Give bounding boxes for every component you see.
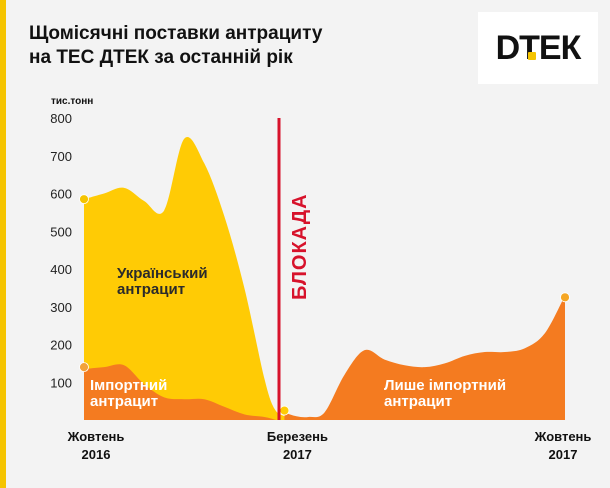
x-tick-label-line2: 2017 <box>283 447 312 462</box>
blockade-annotation: БЛОКАДА <box>277 118 311 420</box>
data-marker-0 <box>79 194 89 205</box>
y-tick-label: 200 <box>50 338 72 353</box>
y-tick-label: 100 <box>50 375 72 390</box>
logo-text: DТЕК <box>495 29 582 67</box>
x-axis-ticks: Жовтень 2016 Березень 2017 Жовтень 2017 <box>67 429 592 462</box>
y-axis-ticks: 100 200 300 400 500 600 700 800 <box>50 111 72 390</box>
series-label-line1: Український <box>117 265 208 282</box>
y-tick-label: 700 <box>50 149 72 164</box>
x-tick-label-line2: 2017 <box>549 447 578 462</box>
x-tick-label-line1: Жовтень <box>67 429 125 444</box>
logo-accent-dot <box>528 52 536 60</box>
title-line-1: Щомісячні поставки антрациту <box>29 23 323 44</box>
y-tick-label: 400 <box>50 262 72 277</box>
y-tick-label: 300 <box>50 300 72 315</box>
series-label-line1: Лише імпортний <box>384 377 506 394</box>
y-tick-label: 800 <box>50 111 72 126</box>
y-axis-unit-label: тис.тонн <box>51 96 94 107</box>
series-labels: УкраїнськийантрацитІмпортнийантрацитЛише… <box>90 265 506 410</box>
chart-title: Щомісячні поставки антрациту на ТЕС ДТЕК… <box>29 22 449 70</box>
title-line-2: на ТЕС ДТЕК за останній рік <box>29 47 293 68</box>
series-label-line1: Імпортний <box>90 377 167 394</box>
x-tick-label-line1: Жовтень <box>534 429 592 444</box>
data-marker-2 <box>279 405 290 416</box>
x-tick-label-line2: 2016 <box>82 447 111 462</box>
import-only-anthracite-area <box>284 295 565 420</box>
series-label-line2: антрацит <box>117 281 185 298</box>
x-tick-label-line1: Березень <box>267 429 328 444</box>
chart-markers <box>79 194 570 416</box>
data-marker-1 <box>79 362 89 373</box>
data-marker-3 <box>560 292 570 303</box>
series-label-line2: антрацит <box>384 393 452 410</box>
ukrainian-anthracite-area <box>84 136 295 420</box>
y-tick-label: 500 <box>50 224 72 239</box>
y-tick-label: 600 <box>50 187 72 202</box>
series-label-line2: антрацит <box>90 393 158 410</box>
blockade-label: БЛОКАДА <box>289 193 311 300</box>
chart-areas <box>84 136 565 420</box>
dtek-logo: DТЕК <box>478 12 598 84</box>
imported-anthracite-area <box>84 364 277 420</box>
